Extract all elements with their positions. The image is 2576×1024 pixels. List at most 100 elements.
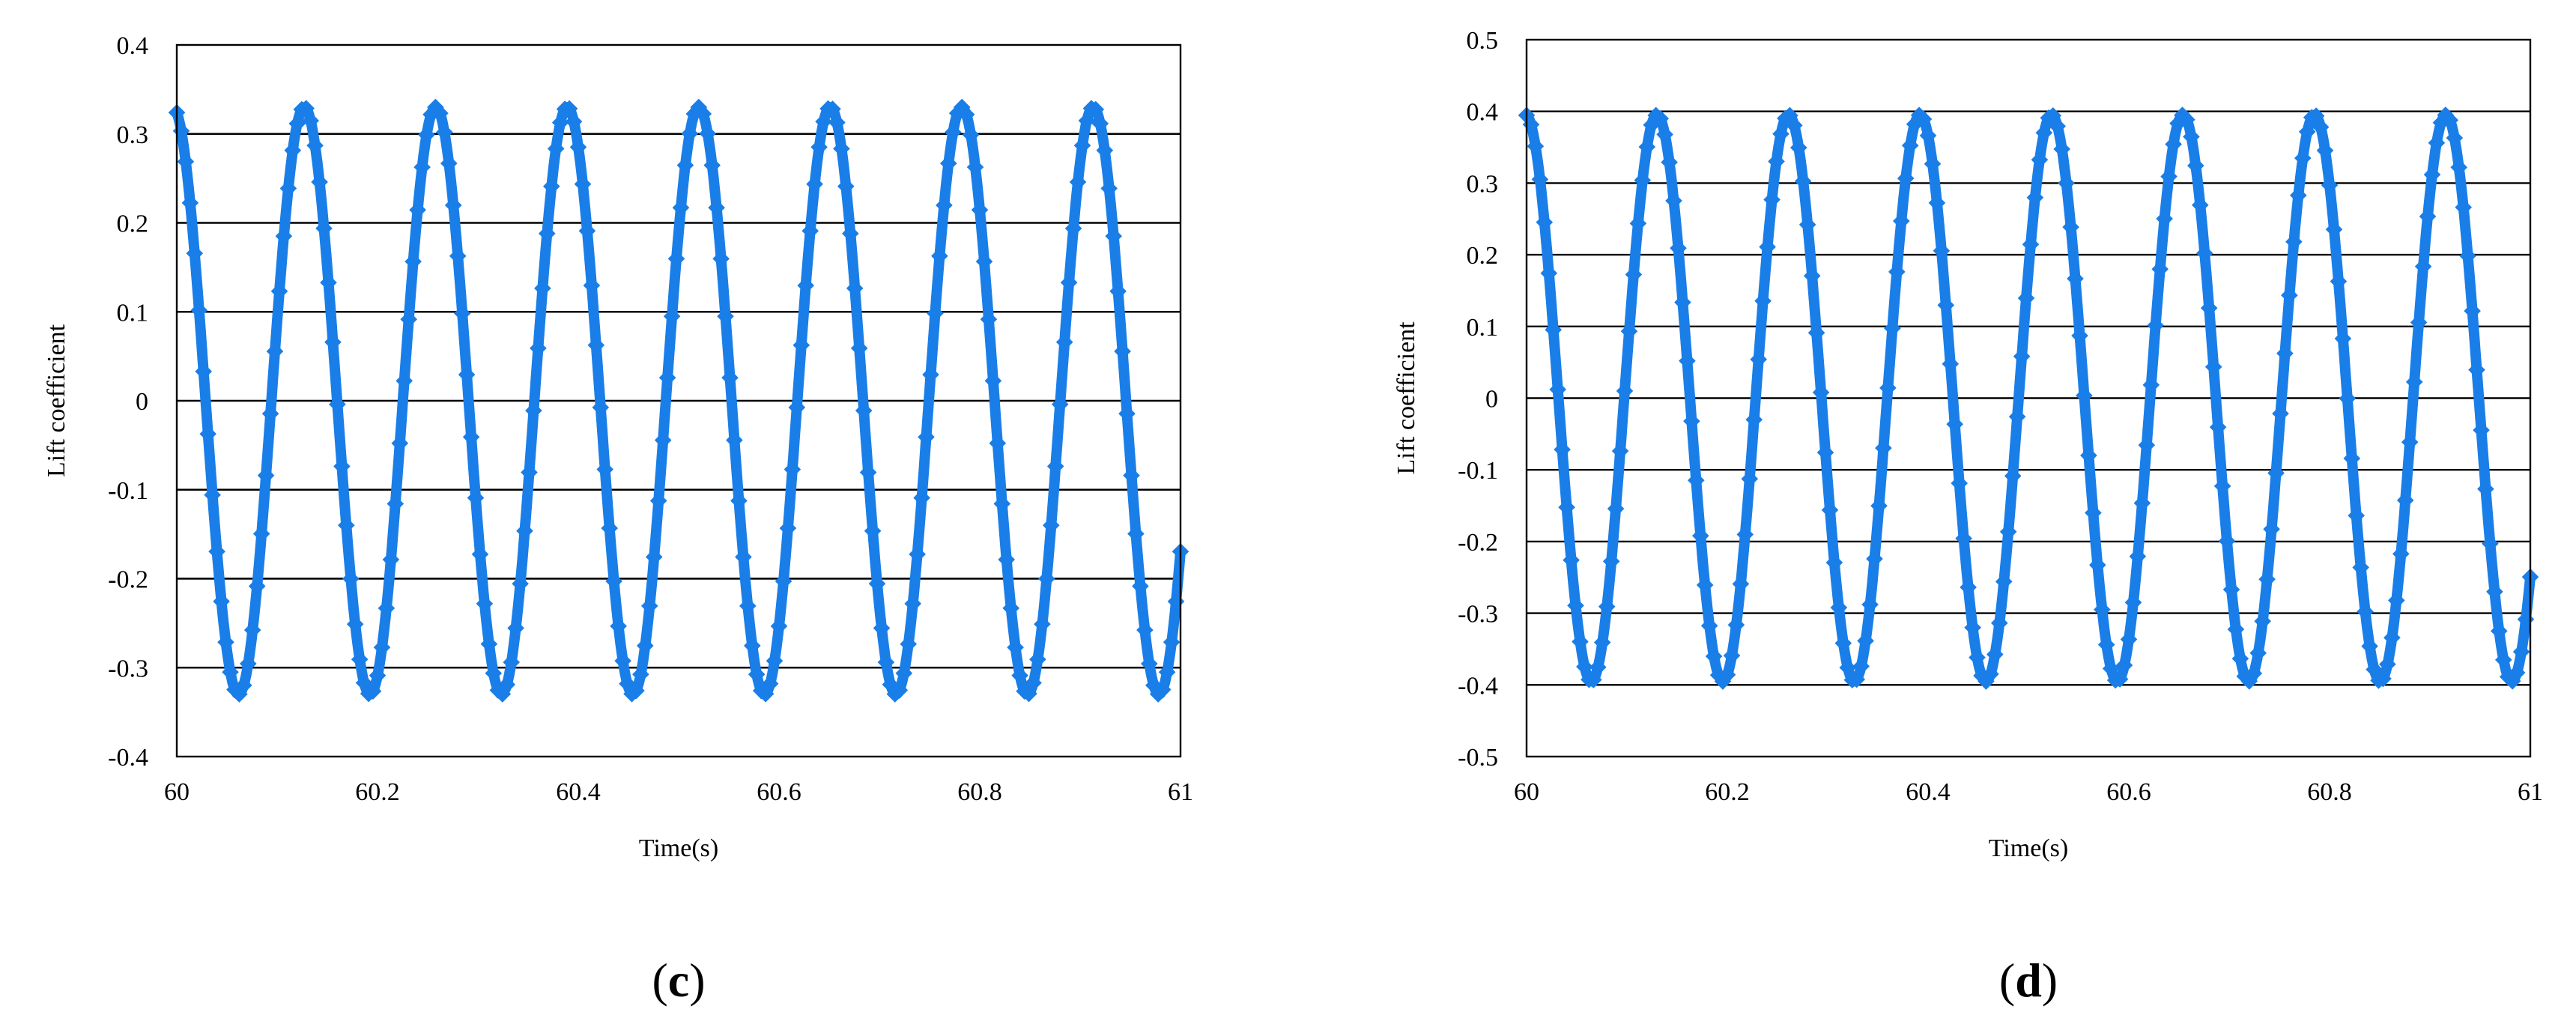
data-point-c-48 (382, 551, 400, 569)
data-point-d-141 (2147, 317, 2165, 334)
data-point-d-42 (1705, 647, 1723, 665)
panel-label-d: (d) (1999, 954, 2058, 1007)
data-point-d-150 (2186, 157, 2204, 175)
data-point-d-208 (2446, 129, 2464, 147)
y-tick-label-d-10: -0.5 (1458, 744, 1498, 772)
data-point-c-218 (1140, 655, 1158, 673)
data-point-c-123 (717, 307, 734, 325)
data-point-c-10 (213, 593, 230, 611)
series-d (1518, 106, 2539, 690)
data-point-d-27 (1638, 138, 1656, 156)
data-point-d-85 (1897, 169, 1915, 187)
data-point-c-137 (779, 519, 797, 537)
data-point-d-40 (1696, 576, 1714, 594)
data-point-d-86 (1901, 136, 1919, 154)
data-point-c-151 (841, 225, 859, 243)
data-point-d-76 (1857, 632, 1874, 649)
data-point-d-169 (2272, 405, 2289, 422)
data-point-c-35 (324, 333, 342, 351)
data-point-d-186 (2348, 506, 2366, 524)
data-point-d-164 (2249, 644, 2267, 662)
data-point-d-167 (2263, 521, 2280, 538)
data-point-d-64 (1803, 267, 1821, 285)
data-point-c-79 (521, 464, 538, 481)
data-point-c-198 (1051, 396, 1069, 413)
data-point-d-83 (1888, 263, 1906, 281)
data-point-c-217 (1136, 621, 1154, 639)
data-point-d-116 (2035, 124, 2053, 142)
data-point-d-124 (2071, 327, 2088, 345)
data-point-d-7 (1549, 381, 1567, 399)
data-point-c-109 (654, 431, 672, 449)
data-point-c-22 (266, 342, 284, 360)
data-point-d-78 (1866, 550, 1883, 568)
data-point-c-104 (632, 665, 649, 683)
data-point-d-215 (2477, 480, 2494, 498)
data-point-c-33 (315, 219, 333, 237)
data-point-d-106 (1990, 614, 2008, 632)
y-tick-label-d-1: 0.4 (1467, 99, 1499, 127)
y-tick-label-c-4: 0 (136, 388, 148, 416)
data-point-c-38 (337, 516, 355, 534)
data-point-c-84 (542, 178, 560, 196)
data-point-c-135 (770, 617, 788, 635)
data-point-d-120 (2053, 140, 2071, 158)
data-point-c-65 (458, 366, 476, 384)
data-point-d-82 (1884, 319, 1901, 337)
data-point-c-159 (877, 653, 895, 671)
data-point-d-129 (2093, 601, 2111, 619)
y-tick-label-d-8: -0.3 (1458, 601, 1498, 628)
data-point-d-170 (2276, 345, 2294, 363)
x-tick-label-c-3: 60.6 (757, 778, 801, 806)
data-point-d-23 (1620, 322, 1638, 340)
data-point-c-50 (391, 434, 409, 452)
data-point-c-4 (186, 244, 204, 262)
data-point-d-22 (1616, 382, 1634, 400)
data-point-d-127 (2085, 504, 2102, 521)
data-point-d-69 (1825, 554, 1843, 572)
data-point-c-195 (1037, 570, 1055, 587)
data-point-c-156 (864, 522, 882, 540)
data-point-d-21 (1611, 442, 1629, 460)
data-point-c-52 (400, 310, 418, 328)
data-point-c-70 (480, 635, 498, 653)
data-point-d-137 (2129, 548, 2147, 566)
y-tick-label-d-3: 0.2 (1467, 242, 1499, 270)
data-point-d-26 (1634, 172, 1652, 189)
data-point-d-10 (1563, 551, 1580, 569)
data-point-d-172 (2285, 233, 2303, 251)
data-point-d-122 (2062, 218, 2079, 236)
data-point-d-189 (2361, 637, 2378, 655)
x-tick-label-c-1: 60.2 (355, 778, 400, 806)
data-point-c-93 (583, 276, 601, 294)
data-point-d-108 (1999, 523, 2017, 541)
x-tick-label-d-5: 61 (2518, 778, 2543, 806)
data-point-c-11 (217, 633, 234, 651)
data-point-d-151 (2191, 196, 2209, 214)
data-point-c-170 (927, 304, 944, 322)
data-point-d-143 (2156, 210, 2173, 228)
data-point-c-133 (761, 675, 779, 693)
data-point-c-69 (476, 595, 494, 613)
data-point-c-136 (775, 572, 793, 590)
data-point-d-119 (2049, 118, 2067, 135)
data-point-c-139 (788, 399, 806, 416)
data-point-c-128 (739, 597, 757, 615)
data-point-c-7 (199, 425, 217, 443)
data-point-d-203 (2423, 166, 2441, 184)
data-point-d-4 (1536, 213, 1554, 231)
data-point-c-129 (743, 637, 761, 655)
data-point-c-169 (922, 366, 939, 384)
data-point-d-61 (1789, 139, 1807, 157)
data-point-d-148 (2178, 111, 2195, 129)
data-point-d-98 (1955, 530, 1972, 548)
panel-label-letter-c: c (668, 954, 689, 1007)
data-point-c-122 (712, 250, 730, 267)
data-point-d-79 (1870, 497, 1888, 515)
data-point-d-178 (2312, 118, 2330, 136)
data-point-d-113 (2022, 235, 2040, 253)
data-point-c-209 (1100, 180, 1118, 197)
data-point-d-219 (2494, 651, 2512, 669)
data-point-d-111 (2013, 348, 2031, 366)
data-point-d-51 (1745, 410, 1763, 428)
